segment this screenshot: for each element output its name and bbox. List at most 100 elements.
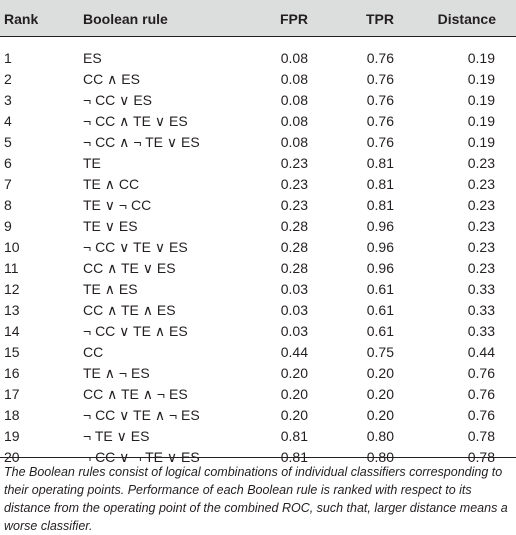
header-rank: Rank xyxy=(4,11,39,27)
tpr-cell: 0.96 xyxy=(366,218,394,234)
table-row: 12 TE ∧ ES 0.03 0.61 0.33 xyxy=(0,279,516,300)
boolean-rule-cell: ¬ CC ∨ ES xyxy=(83,92,152,108)
rank-cell: 15 xyxy=(4,344,20,360)
distance-cell: 0.76 xyxy=(467,365,495,381)
rank-cell: 3 xyxy=(4,92,12,108)
tpr-cell: 0.76 xyxy=(366,92,394,108)
boolean-rule-cell: CC ∧ ES xyxy=(83,71,140,87)
table-row: 4 ¬ CC ∧ TE ∨ ES 0.08 0.76 0.19 xyxy=(0,111,516,132)
boolean-rule-cell: CC ∧ TE ∧ ES xyxy=(83,302,176,318)
boolean-rule-cell: TE ∧ ES xyxy=(83,281,138,297)
boolean-rule-cell: TE ∨ ¬ CC xyxy=(83,197,152,213)
tpr-cell: 0.81 xyxy=(366,176,394,192)
table-row: 7 TE ∧ CC 0.23 0.81 0.23 xyxy=(0,174,516,195)
distance-cell: 0.78 xyxy=(467,428,495,444)
distance-cell: 0.33 xyxy=(467,302,495,318)
tpr-cell: 0.76 xyxy=(366,113,394,129)
tpr-cell: 0.61 xyxy=(366,323,394,339)
table-header: Rank Boolean rule FPR TPR Distance xyxy=(0,0,516,36)
rank-cell: 4 xyxy=(4,113,12,129)
table-row: 15 CC 0.44 0.75 0.44 xyxy=(0,342,516,363)
distance-cell: 0.19 xyxy=(467,134,495,150)
distance-cell: 0.76 xyxy=(467,386,495,402)
boolean-rule-cell: CC ∧ TE ∧ ¬ ES xyxy=(83,386,188,402)
distance-cell: 0.23 xyxy=(467,155,495,171)
rank-cell: 18 xyxy=(4,407,20,423)
rank-cell: 9 xyxy=(4,218,12,234)
table-row: 1 ES 0.08 0.76 0.19 xyxy=(0,48,516,69)
table-row: 6 TE 0.23 0.81 0.23 xyxy=(0,153,516,174)
boolean-rule-cell: TE ∨ ES xyxy=(83,218,138,234)
table-row: 10 ¬ CC ∨ TE ∨ ES 0.28 0.96 0.23 xyxy=(0,237,516,258)
distance-cell: 0.23 xyxy=(467,260,495,276)
tpr-cell: 0.76 xyxy=(366,71,394,87)
header-tpr: TPR xyxy=(366,11,394,27)
table-bottom-divider xyxy=(0,457,516,458)
rank-cell: 5 xyxy=(4,134,12,150)
rank-cell: 2 xyxy=(4,71,12,87)
boolean-rule-cell: TE ∧ ¬ ES xyxy=(83,365,150,381)
fpr-cell: 0.28 xyxy=(280,218,308,234)
distance-cell: 0.33 xyxy=(467,323,495,339)
fpr-cell: 0.28 xyxy=(280,260,308,276)
rank-cell: 17 xyxy=(4,386,20,402)
tpr-cell: 0.96 xyxy=(366,239,394,255)
rank-cell: 16 xyxy=(4,365,20,381)
boolean-rule-cell: ¬ CC ∧ ¬ TE ∨ ES xyxy=(83,134,200,150)
distance-cell: 0.23 xyxy=(467,197,495,213)
table-row: 16 TE ∧ ¬ ES 0.20 0.20 0.76 xyxy=(0,363,516,384)
header-distance: Distance xyxy=(437,11,496,27)
boolean-rule-cell: TE ∧ CC xyxy=(83,176,140,192)
fpr-cell: 0.23 xyxy=(280,197,308,213)
fpr-cell: 0.03 xyxy=(280,281,308,297)
rank-cell: 13 xyxy=(4,302,20,318)
fpr-cell: 0.20 xyxy=(280,365,308,381)
fpr-cell: 0.08 xyxy=(280,92,308,108)
tpr-cell: 0.76 xyxy=(366,50,394,66)
table-row: 18 ¬ CC ∨ TE ∧ ¬ ES 0.20 0.20 0.76 xyxy=(0,405,516,426)
fpr-cell: 0.81 xyxy=(280,428,308,444)
table-row: 2 CC ∧ ES 0.08 0.76 0.19 xyxy=(0,69,516,90)
table-row: 14 ¬ CC ∨ TE ∧ ES 0.03 0.61 0.33 xyxy=(0,321,516,342)
rank-cell: 7 xyxy=(4,176,12,192)
boolean-rule-cell: TE xyxy=(83,155,101,171)
rank-cell: 19 xyxy=(4,428,20,444)
distance-cell: 0.23 xyxy=(467,218,495,234)
rank-cell: 12 xyxy=(4,281,20,297)
fpr-cell: 0.23 xyxy=(280,155,308,171)
fpr-cell: 0.44 xyxy=(280,344,308,360)
fpr-cell: 0.03 xyxy=(280,302,308,318)
tpr-cell: 0.96 xyxy=(366,260,394,276)
boolean-rule-cell: CC ∧ TE ∨ ES xyxy=(83,260,176,276)
distance-cell: 0.23 xyxy=(467,239,495,255)
tpr-cell: 0.20 xyxy=(366,386,394,402)
fpr-cell: 0.08 xyxy=(280,113,308,129)
tpr-cell: 0.76 xyxy=(366,134,394,150)
fpr-cell: 0.08 xyxy=(280,134,308,150)
boolean-rule-cell: ¬ CC ∨ TE ∨ ES xyxy=(83,239,188,255)
table-row: 19 ¬ TE ∨ ES 0.81 0.80 0.78 xyxy=(0,426,516,447)
boolean-rule-cell: ¬ CC ∧ TE ∨ ES xyxy=(83,113,188,129)
table-row: 9 TE ∨ ES 0.28 0.96 0.23 xyxy=(0,216,516,237)
tpr-cell: 0.75 xyxy=(366,344,394,360)
table-row: 5 ¬ CC ∧ ¬ TE ∨ ES 0.08 0.76 0.19 xyxy=(0,132,516,153)
boolean-rule-cell: ¬ CC ∨ TE ∧ ES xyxy=(83,323,188,339)
distance-cell: 0.44 xyxy=(467,344,495,360)
rank-cell: 6 xyxy=(4,155,12,171)
fpr-cell: 0.08 xyxy=(280,50,308,66)
header-boolean-rule: Boolean rule xyxy=(83,11,168,27)
fpr-cell: 0.08 xyxy=(280,71,308,87)
rank-cell: 1 xyxy=(4,50,12,66)
table-row: 11 CC ∧ TE ∨ ES 0.28 0.96 0.23 xyxy=(0,258,516,279)
tpr-cell: 0.61 xyxy=(366,302,394,318)
tpr-cell: 0.20 xyxy=(366,365,394,381)
rank-cell: 11 xyxy=(4,260,19,276)
fpr-cell: 0.03 xyxy=(280,323,308,339)
table-row: 13 CC ∧ TE ∧ ES 0.03 0.61 0.33 xyxy=(0,300,516,321)
table-body: 1 ES 0.08 0.76 0.19 2 CC ∧ ES 0.08 0.76 0.19 3 ¬ CC… xyxy=(0,48,516,468)
distance-cell: 0.19 xyxy=(467,50,495,66)
fpr-cell: 0.20 xyxy=(280,407,308,423)
table-row: 3 ¬ CC ∨ ES 0.08 0.76 0.19 xyxy=(0,90,516,111)
distance-cell: 0.76 xyxy=(467,407,495,423)
header-divider xyxy=(0,36,516,37)
